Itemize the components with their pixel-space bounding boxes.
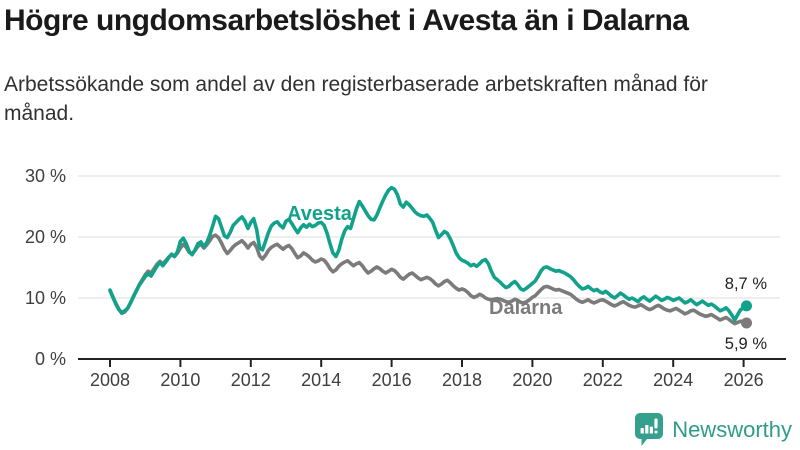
x-tick-label: 2016 bbox=[372, 370, 412, 390]
bar-chart-speech-bubble-icon bbox=[635, 413, 664, 446]
x-tick-label: 2012 bbox=[231, 370, 271, 390]
end-value-label-dalarna: 5,9 % bbox=[725, 335, 768, 353]
y-tick-label: 0 % bbox=[35, 349, 66, 369]
y-tick-label: 20 % bbox=[25, 227, 66, 247]
y-tick-label: 10 % bbox=[25, 288, 66, 308]
end-value-label-avesta: 8,7 % bbox=[725, 275, 768, 293]
x-tick-label: 2020 bbox=[512, 370, 552, 390]
series-line-avesta bbox=[108, 185, 749, 322]
x-tick-label: 2026 bbox=[724, 370, 764, 390]
series-line-dalarna bbox=[108, 233, 749, 326]
x-tick-label: 2010 bbox=[160, 370, 200, 390]
series-end-dot-avesta bbox=[741, 300, 752, 312]
chart-subtitle: Arbetssökande som andel av den registerb… bbox=[4, 73, 708, 125]
y-tick-label: 30 % bbox=[25, 166, 66, 186]
series-label-avesta: Avesta bbox=[287, 203, 353, 225]
x-tick-label: 2018 bbox=[442, 370, 482, 390]
x-tick-label: 2022 bbox=[583, 370, 623, 390]
x-tick-label: 2024 bbox=[653, 370, 693, 390]
series-end-dot-dalarna bbox=[741, 317, 752, 329]
series-label-dalarna: Dalarna bbox=[489, 297, 563, 319]
x-tick-label: 2014 bbox=[301, 370, 341, 390]
page-title: Högre ungdomsarbetslöshet i Avesta än i … bbox=[4, 4, 689, 37]
x-tick-label: 2008 bbox=[90, 370, 130, 390]
newsworthy-logo: Newsworthy bbox=[635, 413, 792, 446]
newsworthy-wordmark: Newsworthy bbox=[672, 416, 792, 442]
